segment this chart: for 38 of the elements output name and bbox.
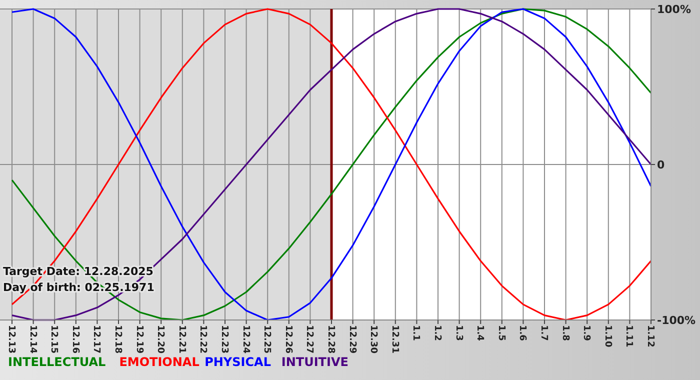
text: INTUITIVE: [281, 355, 348, 369]
x-tick-label: 12.21: [176, 325, 186, 354]
x-tick-label: 1.1: [410, 325, 421, 341]
x-tick-label: 12.31: [389, 325, 400, 354]
x-tick-label: 12.15: [48, 325, 59, 354]
x-tick-label: 12.28: [326, 325, 336, 354]
x-tick-label: 1.3: [453, 325, 464, 341]
y-tick-label: 0: [657, 158, 665, 172]
x-tick-label: 12.19: [134, 325, 144, 354]
x-tick-label: 12.24: [240, 325, 250, 354]
x-tick-label: 1.4: [474, 325, 485, 341]
x-tick-label: 12.13: [6, 325, 16, 354]
x-tick-label: 12.16: [70, 325, 80, 354]
x-tick-label: 1.8: [560, 325, 570, 341]
x-tick-label: 1.5: [496, 325, 506, 341]
y-tick-label: 100%: [657, 2, 691, 16]
x-tick-label: 1.10: [602, 325, 612, 348]
x-tick-label: 1.11: [624, 325, 634, 348]
text: EMOTIONAL: [119, 355, 200, 369]
x-tick-label: 12.14: [27, 325, 38, 354]
x-tick-label: 12.26: [282, 325, 293, 354]
x-tick-label: 12.23: [219, 325, 229, 354]
x-tick-label: 12.27: [304, 325, 314, 354]
x-tick-label: 12.22: [198, 325, 208, 354]
x-tick-label: 12.25: [262, 325, 272, 354]
x-tick-label: 1.9: [581, 325, 592, 341]
x-tick-label: 12.18: [112, 325, 122, 354]
text: PHYSICAL: [204, 355, 272, 369]
x-tick-label: 12.17: [91, 325, 102, 354]
x-tick-label: 12.20: [155, 325, 166, 354]
y-tick-label: -100%: [657, 314, 696, 327]
text: INTELLECTUAL: [8, 355, 106, 369]
x-tick-label: 1.6: [517, 325, 528, 341]
x-tick-label: 12.30: [368, 325, 378, 354]
x-tick-label: 1.12: [645, 325, 655, 348]
x-tick-label: 1.7: [538, 325, 548, 341]
x-tick-label: 12.29: [346, 325, 357, 354]
x-tick-label: 1.2: [432, 325, 442, 341]
